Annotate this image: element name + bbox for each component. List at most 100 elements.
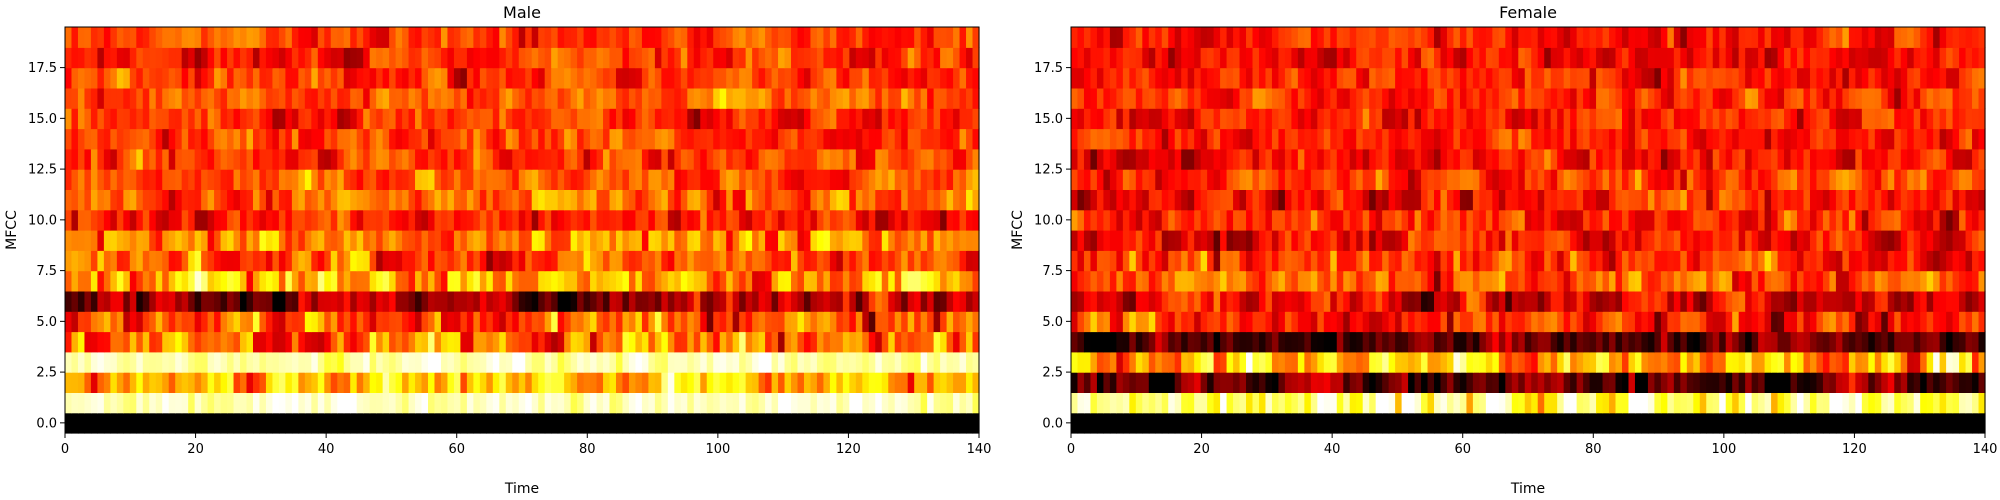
heatmap-cell xyxy=(641,27,649,48)
heatmap-cell xyxy=(1369,290,1377,312)
heatmap-cell xyxy=(376,331,384,353)
heatmap-cell xyxy=(1401,169,1409,190)
heatmap-cell xyxy=(486,209,494,231)
heatmap-cell xyxy=(1809,311,1818,333)
heatmap-cell xyxy=(1071,290,1079,312)
heatmap-cell xyxy=(77,412,86,434)
heatmap-cell xyxy=(1758,392,1766,414)
heatmap-cell xyxy=(1453,270,1461,292)
heatmap-cell xyxy=(1848,169,1856,190)
heatmap-cell xyxy=(713,169,721,190)
heatmap-cell xyxy=(1583,270,1591,292)
heatmap-cell xyxy=(1725,351,1733,373)
heatmap-cell xyxy=(680,351,688,373)
heatmap-cell xyxy=(337,290,345,312)
heatmap-cell xyxy=(538,392,546,414)
heatmap-cell xyxy=(959,128,967,150)
heatmap-cell xyxy=(434,108,442,130)
heatmap-cell xyxy=(181,331,189,353)
heatmap-cell xyxy=(1706,230,1714,251)
heatmap-cell xyxy=(162,290,170,312)
heatmap-cell xyxy=(1654,128,1662,150)
heatmap-cell xyxy=(1356,351,1364,373)
heatmap-cell xyxy=(1440,250,1448,272)
heatmap-cell xyxy=(1745,290,1753,312)
heatmap-cell xyxy=(1771,230,1779,251)
heatmap-cell xyxy=(207,250,215,272)
heatmap-cell xyxy=(1459,209,1468,231)
heatmap-cell xyxy=(265,67,274,89)
heatmap-cell xyxy=(415,47,423,69)
heatmap-cell xyxy=(1395,412,1403,434)
heatmap-cell xyxy=(1194,169,1202,190)
heatmap-cell xyxy=(1829,412,1837,434)
heatmap-cell xyxy=(1926,392,1934,414)
heatmap-cell xyxy=(317,148,325,170)
heatmap-cell xyxy=(914,351,922,373)
heatmap-cell xyxy=(1686,209,1694,231)
heatmap-cell xyxy=(641,372,649,393)
heatmap-cell xyxy=(1920,169,1928,190)
heatmap-cell xyxy=(201,87,209,109)
heatmap-cell xyxy=(622,372,630,393)
heatmap-cell xyxy=(1129,250,1137,272)
heatmap-cell xyxy=(201,209,209,231)
heatmap-cell xyxy=(765,392,773,414)
heatmap-cell xyxy=(946,148,954,170)
heatmap-cell xyxy=(1809,270,1818,292)
heatmap-cell xyxy=(168,290,176,312)
heatmap-cell xyxy=(875,47,883,69)
heatmap-cell xyxy=(1972,148,1980,170)
heatmap-cell xyxy=(1699,270,1707,292)
heatmap-cell xyxy=(233,87,241,109)
heatmap-cell xyxy=(1628,311,1636,333)
heatmap-cell xyxy=(1466,209,1474,231)
heatmap-cell xyxy=(1155,209,1163,231)
heatmap-cell xyxy=(71,392,79,414)
heatmap-cell xyxy=(440,189,449,211)
heatmap-cell xyxy=(842,230,850,251)
heatmap-cell xyxy=(402,27,410,48)
heatmap-cell xyxy=(680,372,688,393)
heatmap-cell xyxy=(1434,230,1442,251)
heatmap-cell xyxy=(1083,392,1092,414)
heatmap-cell xyxy=(97,189,105,211)
heatmap-cell xyxy=(1784,392,1792,414)
heatmap-cell xyxy=(959,392,967,414)
male-plot-frame xyxy=(64,26,980,434)
heatmap-cell xyxy=(447,67,455,89)
heatmap-cell xyxy=(654,392,662,414)
heatmap-cell xyxy=(1881,209,1889,231)
heatmap-cell xyxy=(1531,392,1539,414)
heatmap-cell xyxy=(901,148,909,170)
heatmap-cell xyxy=(129,67,137,89)
heatmap-cell xyxy=(719,27,727,48)
heatmap-cell xyxy=(1732,412,1740,434)
heatmap-cell xyxy=(389,148,397,170)
heatmap-cell xyxy=(1751,209,1759,231)
heatmap-cell xyxy=(246,270,254,292)
heatmap-cell xyxy=(188,87,196,109)
heatmap-cell xyxy=(1771,392,1779,414)
heatmap-cell xyxy=(810,169,818,190)
heatmap-cell xyxy=(142,148,150,170)
heatmap-cell xyxy=(1323,250,1331,272)
heatmap-cell xyxy=(862,392,870,414)
heatmap-cell xyxy=(525,128,533,150)
heatmap-cell xyxy=(1537,270,1545,292)
heatmap-cell xyxy=(1297,189,1305,211)
heatmap-cell xyxy=(531,128,539,150)
heatmap-cell xyxy=(687,148,695,170)
heatmap-cell xyxy=(227,47,235,69)
heatmap-cell xyxy=(654,27,662,48)
heatmap-cell xyxy=(803,412,812,434)
heatmap-cell xyxy=(700,67,708,89)
heatmap-cell xyxy=(116,392,124,414)
heatmap-cell xyxy=(803,372,812,393)
heatmap-cell xyxy=(421,108,429,130)
heatmap-cell xyxy=(674,108,682,130)
heatmap-cell xyxy=(719,230,727,251)
heatmap-cell xyxy=(1459,189,1468,211)
heatmap-cell xyxy=(252,169,261,190)
heatmap-cell xyxy=(829,250,837,272)
